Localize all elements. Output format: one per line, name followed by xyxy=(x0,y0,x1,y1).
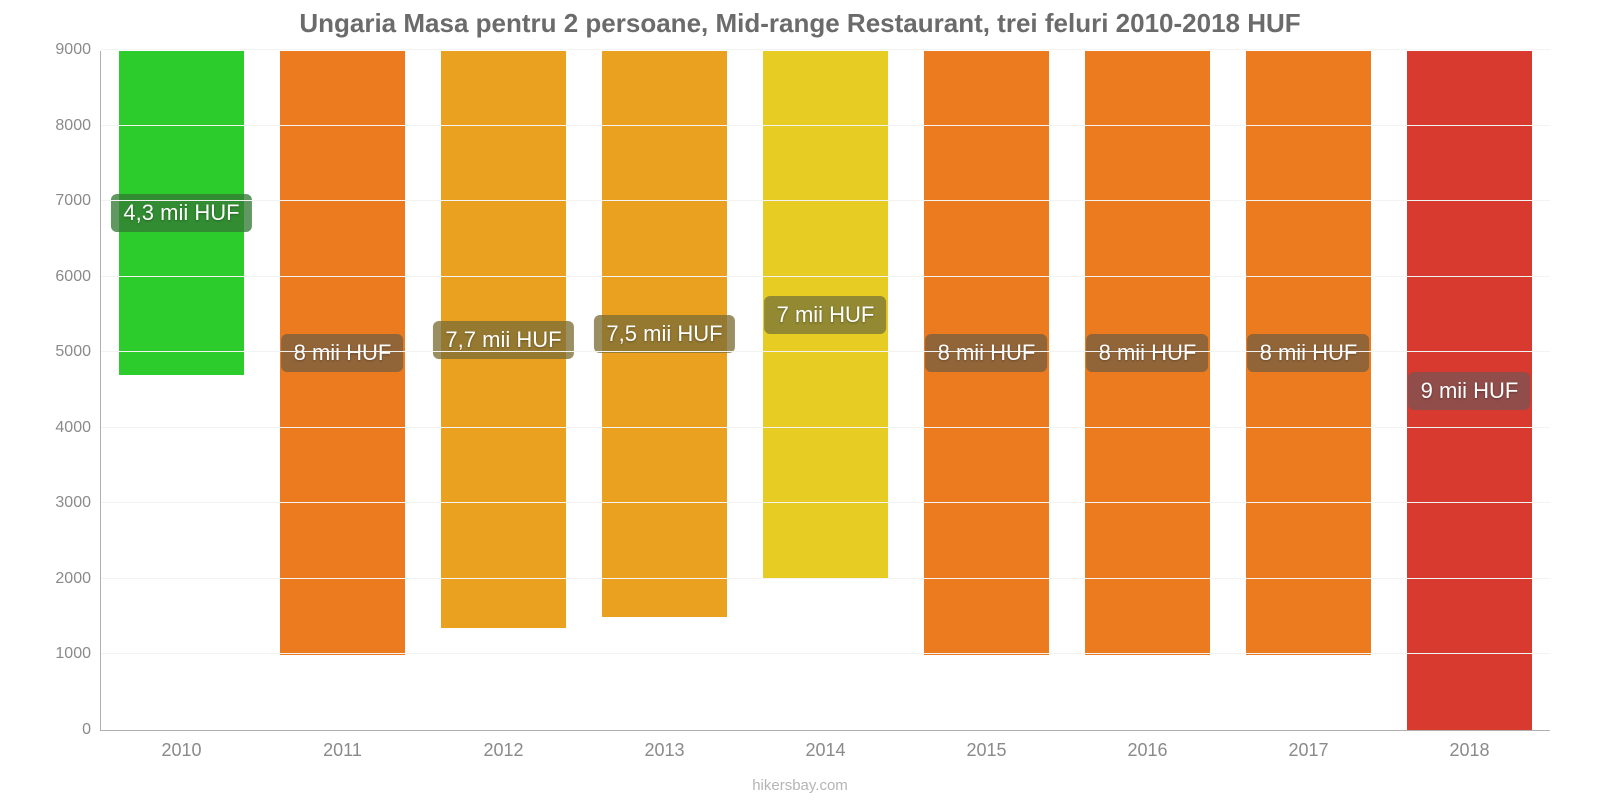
bar-slot: 8 mii HUF2011 xyxy=(262,51,423,730)
y-tick-label: 8000 xyxy=(55,117,101,135)
grid-line xyxy=(101,200,1550,201)
grid-line xyxy=(101,276,1550,277)
bar-slot: 7 mii HUF2014 xyxy=(745,51,906,730)
bar: 7,7 mii HUF xyxy=(441,51,567,628)
bar-slot: 7,7 mii HUF2012 xyxy=(423,51,584,730)
credit-text: hikersbay.com xyxy=(0,777,1600,794)
bar-slot: 7,5 mii HUF2013 xyxy=(584,51,745,730)
bar: 8 mii HUF xyxy=(924,51,1050,655)
y-tick-label: 5000 xyxy=(55,343,101,361)
bar: 8 mii HUF xyxy=(1246,51,1372,655)
y-tick-label: 9000 xyxy=(55,41,101,59)
x-tick-label: 2010 xyxy=(161,740,201,761)
bar: 4,3 mii HUF xyxy=(119,51,245,375)
grid-line xyxy=(101,125,1550,126)
bar-slot: 8 mii HUF2017 xyxy=(1228,51,1389,730)
bar-value-label: 8 mii HUF xyxy=(282,334,404,372)
grid-line xyxy=(101,427,1550,428)
chart-container: Ungaria Masa pentru 2 persoane, Mid-rang… xyxy=(0,0,1600,800)
y-tick-label: 4000 xyxy=(55,419,101,437)
y-tick-label: 1000 xyxy=(55,645,101,663)
y-tick-label: 3000 xyxy=(55,494,101,512)
bar: 8 mii HUF xyxy=(280,51,406,655)
bar-value-label: 7,5 mii HUF xyxy=(594,315,734,353)
bar-slot: 8 mii HUF2016 xyxy=(1067,51,1228,730)
x-tick-label: 2018 xyxy=(1449,740,1489,761)
x-tick-label: 2012 xyxy=(483,740,523,761)
bars-group: 4,3 mii HUF20108 mii HUF20117,7 mii HUF2… xyxy=(101,51,1550,730)
bar-value-label: 7 mii HUF xyxy=(765,296,887,334)
bar-slot: 9 mii HUF2018 xyxy=(1389,51,1550,730)
bar-value-label: 7,7 mii HUF xyxy=(433,321,573,359)
bar: 9 mii HUF xyxy=(1407,51,1533,730)
grid-line xyxy=(101,351,1550,352)
bar-slot: 4,3 mii HUF2010 xyxy=(101,51,262,730)
bar: 7 mii HUF xyxy=(763,51,889,579)
grid-line xyxy=(101,653,1550,654)
grid-line xyxy=(101,502,1550,503)
y-tick-label: 2000 xyxy=(55,570,101,588)
x-tick-label: 2016 xyxy=(1127,740,1167,761)
grid-line xyxy=(101,578,1550,579)
bar-value-label: 9 mii HUF xyxy=(1409,372,1531,410)
x-tick-label: 2015 xyxy=(966,740,1006,761)
chart-title: Ungaria Masa pentru 2 persoane, Mid-rang… xyxy=(30,8,1570,39)
bar-slot: 8 mii HUF2015 xyxy=(906,51,1067,730)
grid-line xyxy=(101,49,1550,50)
x-tick-label: 2013 xyxy=(644,740,684,761)
bar: 7,5 mii HUF xyxy=(602,51,728,617)
x-tick-label: 2017 xyxy=(1288,740,1328,761)
bar-value-label: 8 mii HUF xyxy=(926,334,1048,372)
bar-value-label: 8 mii HUF xyxy=(1248,334,1370,372)
bar-value-label: 8 mii HUF xyxy=(1087,334,1209,372)
plot-area: 0100020003000400050006000700080009000 4,… xyxy=(100,51,1550,731)
bar: 8 mii HUF xyxy=(1085,51,1211,655)
y-tick-label: 0 xyxy=(82,721,101,739)
y-tick-label: 7000 xyxy=(55,192,101,210)
x-tick-label: 2011 xyxy=(323,740,362,761)
y-tick-label: 6000 xyxy=(55,268,101,286)
x-tick-label: 2014 xyxy=(805,740,845,761)
